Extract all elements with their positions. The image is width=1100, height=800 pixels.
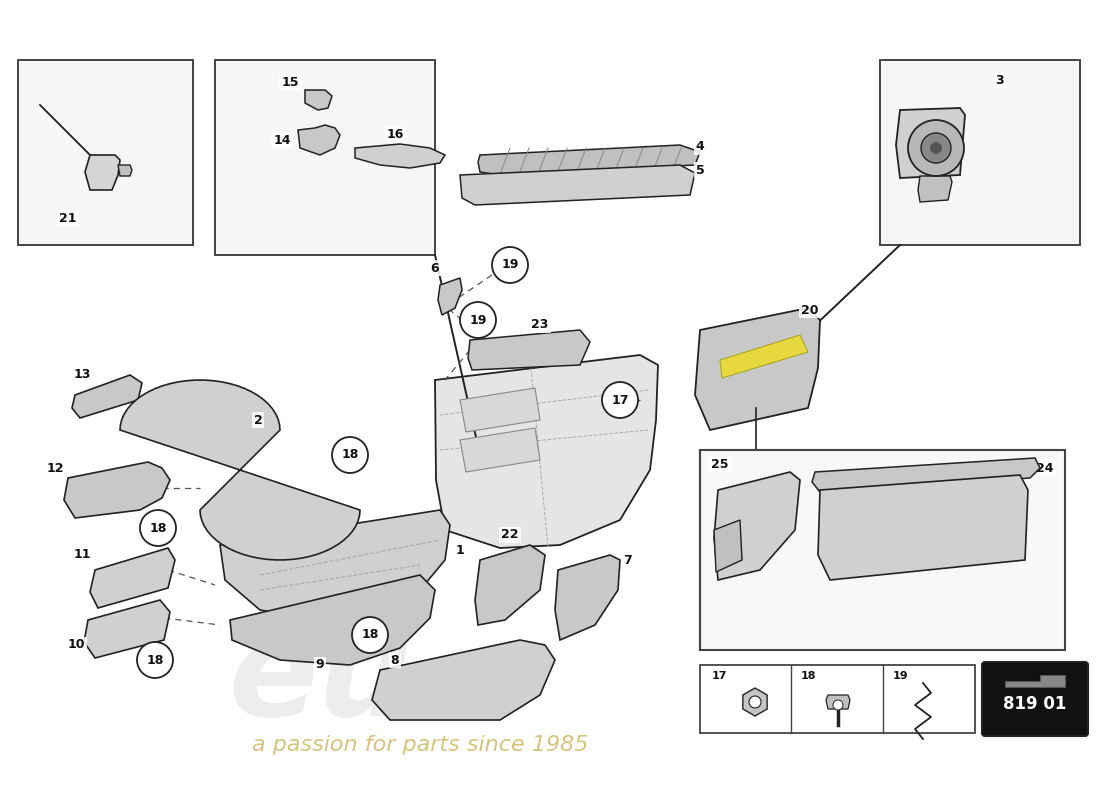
- Text: 19: 19: [502, 258, 519, 271]
- Polygon shape: [460, 428, 540, 472]
- Text: 22: 22: [502, 529, 519, 542]
- Text: 24: 24: [1036, 462, 1054, 474]
- Text: 19: 19: [470, 314, 486, 326]
- Circle shape: [749, 696, 761, 708]
- Text: 2: 2: [254, 414, 263, 426]
- Polygon shape: [475, 545, 544, 625]
- Text: 8: 8: [390, 654, 399, 666]
- Polygon shape: [84, 600, 170, 658]
- Polygon shape: [714, 520, 742, 572]
- Polygon shape: [118, 165, 132, 176]
- Polygon shape: [355, 144, 446, 168]
- Polygon shape: [918, 176, 952, 202]
- Polygon shape: [714, 472, 800, 580]
- Polygon shape: [826, 695, 850, 709]
- FancyBboxPatch shape: [700, 665, 975, 733]
- FancyBboxPatch shape: [214, 60, 434, 255]
- Text: 5: 5: [695, 163, 704, 177]
- Circle shape: [921, 133, 952, 163]
- Text: since 1985: since 1985: [916, 208, 1054, 232]
- Polygon shape: [818, 475, 1028, 580]
- Polygon shape: [372, 640, 556, 720]
- Circle shape: [332, 437, 368, 473]
- Circle shape: [602, 382, 638, 418]
- Circle shape: [930, 142, 942, 154]
- FancyBboxPatch shape: [880, 60, 1080, 245]
- Text: 3: 3: [996, 74, 1004, 86]
- Text: 17: 17: [612, 394, 629, 406]
- Text: 11: 11: [74, 549, 90, 562]
- Text: a passion for parts since 1985: a passion for parts since 1985: [252, 735, 589, 755]
- Polygon shape: [460, 388, 540, 432]
- Polygon shape: [64, 462, 170, 518]
- FancyBboxPatch shape: [982, 662, 1088, 736]
- Text: 1: 1: [455, 543, 464, 557]
- Polygon shape: [478, 145, 700, 175]
- Text: 9: 9: [316, 658, 324, 671]
- Polygon shape: [305, 90, 332, 110]
- Polygon shape: [742, 688, 767, 716]
- Text: 10: 10: [67, 638, 85, 651]
- Circle shape: [492, 247, 528, 283]
- Text: 7: 7: [624, 554, 632, 566]
- Text: 16: 16: [386, 129, 404, 142]
- Polygon shape: [298, 125, 340, 155]
- Text: 19: 19: [893, 671, 909, 681]
- Text: 14: 14: [273, 134, 290, 146]
- Text: 6: 6: [431, 262, 439, 274]
- Text: 12: 12: [46, 462, 64, 474]
- Text: 25: 25: [712, 458, 728, 471]
- Circle shape: [833, 700, 843, 710]
- Polygon shape: [438, 278, 462, 315]
- Polygon shape: [896, 108, 965, 178]
- Text: 18: 18: [361, 629, 378, 642]
- Polygon shape: [85, 155, 120, 190]
- Circle shape: [138, 642, 173, 678]
- Text: 4: 4: [695, 141, 704, 154]
- Text: 13: 13: [74, 369, 90, 382]
- Text: 20: 20: [801, 303, 818, 317]
- Polygon shape: [1005, 675, 1065, 687]
- Polygon shape: [812, 458, 1040, 492]
- Text: 18: 18: [146, 654, 164, 666]
- FancyBboxPatch shape: [700, 450, 1065, 650]
- Text: 819 01: 819 01: [1003, 695, 1067, 713]
- Circle shape: [352, 617, 388, 653]
- Polygon shape: [120, 380, 360, 560]
- Text: 21: 21: [59, 211, 77, 225]
- Polygon shape: [468, 330, 590, 370]
- Text: 17: 17: [712, 671, 727, 681]
- Polygon shape: [72, 375, 142, 418]
- Circle shape: [140, 510, 176, 546]
- Text: 18: 18: [150, 522, 167, 534]
- Polygon shape: [720, 335, 808, 378]
- Polygon shape: [695, 308, 820, 430]
- Text: 15: 15: [282, 75, 299, 89]
- Polygon shape: [220, 510, 450, 620]
- Polygon shape: [90, 548, 175, 608]
- Circle shape: [908, 120, 964, 176]
- FancyBboxPatch shape: [18, 60, 192, 245]
- Text: 23: 23: [531, 318, 549, 331]
- Circle shape: [460, 302, 496, 338]
- Text: 18: 18: [341, 449, 359, 462]
- Text: eu: eu: [898, 116, 1023, 204]
- Polygon shape: [556, 555, 620, 640]
- Polygon shape: [434, 355, 658, 548]
- Polygon shape: [460, 165, 695, 205]
- Text: 18: 18: [801, 671, 816, 681]
- Polygon shape: [230, 575, 434, 665]
- Text: eu: eu: [229, 617, 411, 743]
